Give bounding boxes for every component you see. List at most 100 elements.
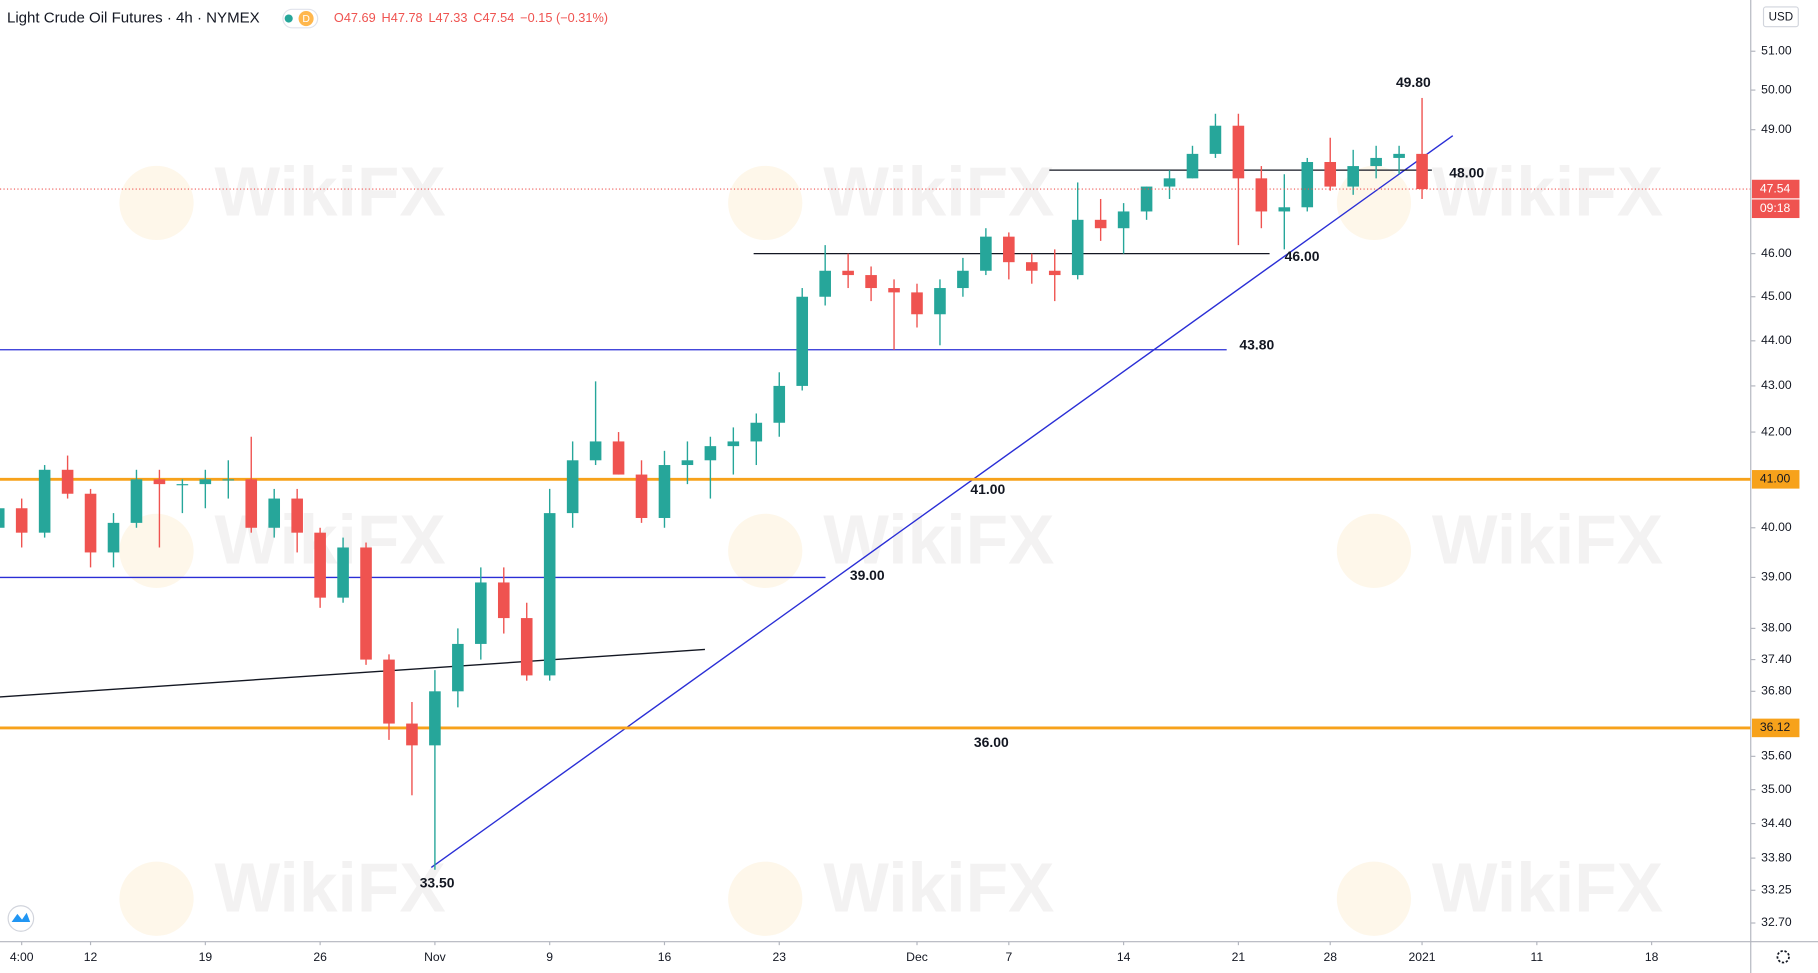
candle-body — [429, 691, 441, 746]
candle-body — [337, 547, 349, 598]
settings-icon[interactable] — [1776, 950, 1790, 964]
x-tick-label: 12 — [84, 950, 98, 964]
watermark: WikiFX — [823, 153, 1054, 231]
legend-value: O47.69 — [334, 10, 376, 25]
interval-badge: D — [302, 14, 310, 25]
watermark-logo — [1336, 513, 1412, 588]
candle-body — [658, 465, 671, 518]
candle-body — [934, 288, 946, 315]
watermark-logo — [1336, 861, 1412, 936]
annotation: 49.80 — [1396, 74, 1431, 90]
watermark-logo — [119, 861, 194, 936]
annotation: 41.00 — [970, 481, 1005, 497]
y-tick-label: 45.00 — [1761, 289, 1792, 303]
candle-body — [38, 469, 51, 533]
x-tick-label: 28 — [1323, 950, 1337, 964]
candle-body — [520, 618, 533, 676]
y-tick-label: 38.00 — [1761, 621, 1792, 635]
candle-body — [1163, 178, 1176, 187]
candle-body — [1255, 178, 1268, 212]
last-price-label: 47.54 — [1760, 181, 1791, 195]
candle-body — [566, 460, 579, 514]
y-tick-label: 35.00 — [1761, 782, 1792, 796]
legend-value: −0.15 (−0.31%) — [520, 10, 608, 25]
candle-body — [750, 422, 763, 442]
price-label-box — [1751, 718, 1800, 738]
candle-body — [1025, 262, 1038, 271]
currency: USD — [1769, 11, 1793, 23]
watermark-logo — [728, 861, 803, 936]
trend-line — [430, 135, 1454, 869]
candle-body — [1094, 219, 1107, 229]
candle-body — [268, 498, 281, 528]
candle-body — [153, 479, 166, 485]
watermark: WikiFX — [1432, 500, 1663, 578]
watermark: WikiFX — [214, 153, 445, 231]
candle-body — [61, 469, 74, 494]
watermark-logo — [119, 165, 194, 241]
watermark-logo — [728, 165, 803, 241]
chart-title: Light Crude Oil Futures · 4h · NYMEX — [7, 10, 260, 27]
y-tick-label: 37.40 — [1761, 652, 1792, 666]
legend-value: C47.54 — [473, 10, 514, 25]
candle-body — [888, 288, 900, 293]
candle-body — [1048, 270, 1061, 276]
candle-body — [360, 547, 372, 660]
badge-frame — [282, 8, 319, 29]
y-tick-label: 46.00 — [1761, 246, 1792, 260]
candle-body — [1071, 219, 1084, 276]
y-tick-label: 49.00 — [1761, 122, 1792, 136]
annotation: 33.50 — [420, 874, 455, 890]
candle-body — [1209, 125, 1222, 154]
y-tick-label: 34.40 — [1761, 816, 1792, 830]
x-tick-label: 16 — [658, 950, 672, 964]
x-tick-label: Dec — [906, 950, 928, 964]
candle-body — [957, 270, 969, 289]
legend-value: L47.33 — [428, 10, 467, 25]
x-tick-label: 7 — [1005, 950, 1012, 964]
candle-body — [452, 643, 464, 692]
candle-body — [1416, 153, 1428, 190]
watermark: WikiFX — [1432, 848, 1663, 926]
annotation: 46.00 — [1285, 248, 1320, 264]
candle-body — [107, 522, 120, 553]
y-tick-label: 43.00 — [1761, 378, 1792, 392]
x-tick-label: 14 — [1117, 950, 1131, 964]
candle-body — [796, 296, 809, 386]
countdown: 09:18 — [1760, 201, 1791, 215]
candle-body — [1232, 125, 1245, 179]
candle-body — [980, 236, 992, 271]
price-label: 41.00 — [1760, 472, 1791, 486]
candle-body — [383, 659, 395, 724]
candle-body — [199, 479, 212, 485]
annotation: 36.00 — [974, 734, 1009, 750]
candle-body — [1347, 166, 1359, 187]
legend: O47.69 H47.78 L47.33 C47.54 −0.15 (−0.31%) — [334, 10, 608, 25]
watermarks: WikiFX WikiFX WikiFX WikiFX WikiFX WikiFX Wiki… — [119, 153, 1663, 936]
legend-value: H47.78 — [382, 10, 423, 25]
candle-body — [1140, 186, 1153, 212]
y-tick-label: 33.25 — [1761, 883, 1792, 897]
candle-body — [842, 270, 854, 276]
candle-body — [1186, 153, 1199, 179]
candle-body — [84, 493, 97, 553]
y-tick-label: 33.80 — [1761, 850, 1792, 864]
candle-body — [1003, 236, 1015, 263]
candle-body — [589, 441, 602, 461]
candle-body — [1301, 162, 1314, 208]
y-tick-label: 44.00 — [1761, 333, 1792, 347]
x-tick-label: 4:00 — [10, 950, 34, 964]
y-tick-label: 39.00 — [1761, 570, 1792, 584]
x-tick-label: 19 — [199, 950, 213, 964]
candle-body — [15, 508, 28, 533]
watermark-logo — [728, 513, 803, 588]
y-tick-label: 51.00 — [1761, 43, 1792, 57]
annotation: 48.00 — [1449, 165, 1484, 181]
candle-body — [176, 484, 189, 486]
watermark: WikiFX — [823, 848, 1054, 926]
candle-body — [291, 498, 303, 533]
candle-body — [704, 446, 717, 461]
candle-body — [130, 479, 143, 523]
currency-box[interactable] — [1762, 6, 1799, 28]
